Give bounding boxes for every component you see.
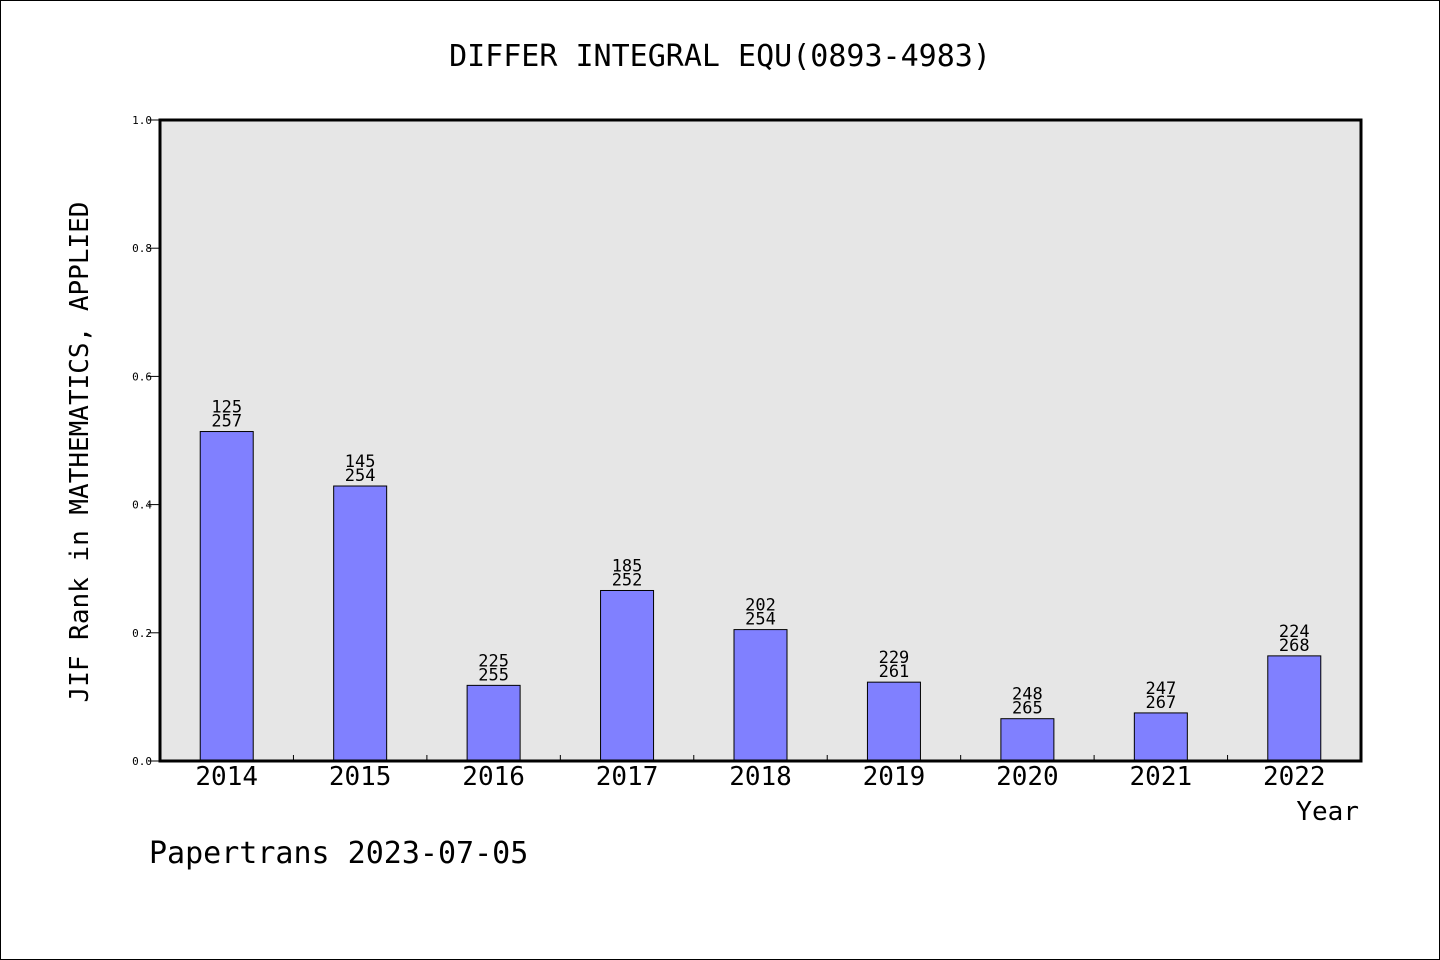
bar-2019 — [866, 681, 921, 762]
bar-rank-label: 248 — [1012, 685, 1043, 705]
bar-2016 — [466, 684, 521, 762]
bar-2014 — [199, 431, 254, 762]
y-tick-label: 1.0 — [132, 114, 152, 127]
x-tick-label: 2020 — [996, 762, 1059, 792]
y-tick-label: 0.0 — [132, 755, 152, 768]
bar-2015 — [333, 485, 388, 762]
bar-total-label: 257 — [211, 412, 242, 432]
x-tick-label: 2016 — [462, 762, 525, 792]
bar-rank-label: 202 — [745, 596, 776, 616]
y-tick-label: 0.2 — [132, 627, 152, 640]
y-tick-label: 0.8 — [132, 242, 152, 255]
x-tick-label: 2019 — [863, 762, 926, 792]
bar-2022 — [1267, 655, 1322, 762]
x-axis: 2014 2015 2016 2017 2018 2019 2020 2021 2022 — [195, 755, 1326, 792]
x-tick-label: 2015 — [329, 762, 392, 792]
bar-total-label: 265 — [1012, 699, 1043, 719]
x-tick-label: 2014 — [195, 762, 258, 792]
y-axis-label: JIF Rank in MATHEMATICS, APPLIED — [65, 202, 95, 703]
bar-total-label: 254 — [345, 466, 376, 486]
x-tick-label: 2017 — [596, 762, 659, 792]
bar-total-label: 267 — [1145, 693, 1176, 713]
x-tick-label: 2022 — [1263, 762, 1326, 792]
x-tick-label: 2018 — [729, 762, 792, 792]
y-axis: 0.0 0.2 0.4 0.6 0.8 1.0 — [132, 114, 160, 768]
bar-labels-layer: 1252571452542252551852522022542292612482… — [211, 398, 1309, 719]
bar-2018 — [733, 629, 788, 762]
y-tick-label: 0.6 — [132, 370, 152, 383]
bar-rank-label: 224 — [1279, 622, 1310, 642]
y-tick-label: 0.4 — [132, 499, 152, 512]
bar-rank-label: 247 — [1145, 679, 1176, 699]
bar-rank-label: 185 — [612, 556, 643, 576]
bar-total-label: 255 — [478, 665, 509, 685]
bars-layer — [199, 431, 1322, 762]
bar-total-label: 254 — [745, 610, 776, 630]
footer-credit: Papertrans 2023-07-05 — [149, 836, 528, 871]
bar-2017 — [600, 589, 655, 762]
x-tick-label: 2021 — [1130, 762, 1193, 792]
bar-rank-label: 225 — [478, 651, 509, 671]
bar-total-label: 268 — [1279, 636, 1310, 656]
plot-border — [158, 118, 1363, 763]
bar-total-label: 261 — [879, 662, 910, 682]
bar-rank-label: 229 — [879, 648, 910, 668]
x-axis-label: Year — [1296, 797, 1359, 827]
bar-2020 — [1000, 718, 1055, 762]
bar-rank-label: 145 — [345, 452, 376, 472]
chart-title: DIFFER INTEGRAL EQU(0893-4983) — [449, 39, 991, 74]
bar-total-label: 252 — [612, 570, 643, 590]
bar-2021 — [1133, 712, 1188, 762]
bar-rank-label: 125 — [211, 398, 242, 418]
